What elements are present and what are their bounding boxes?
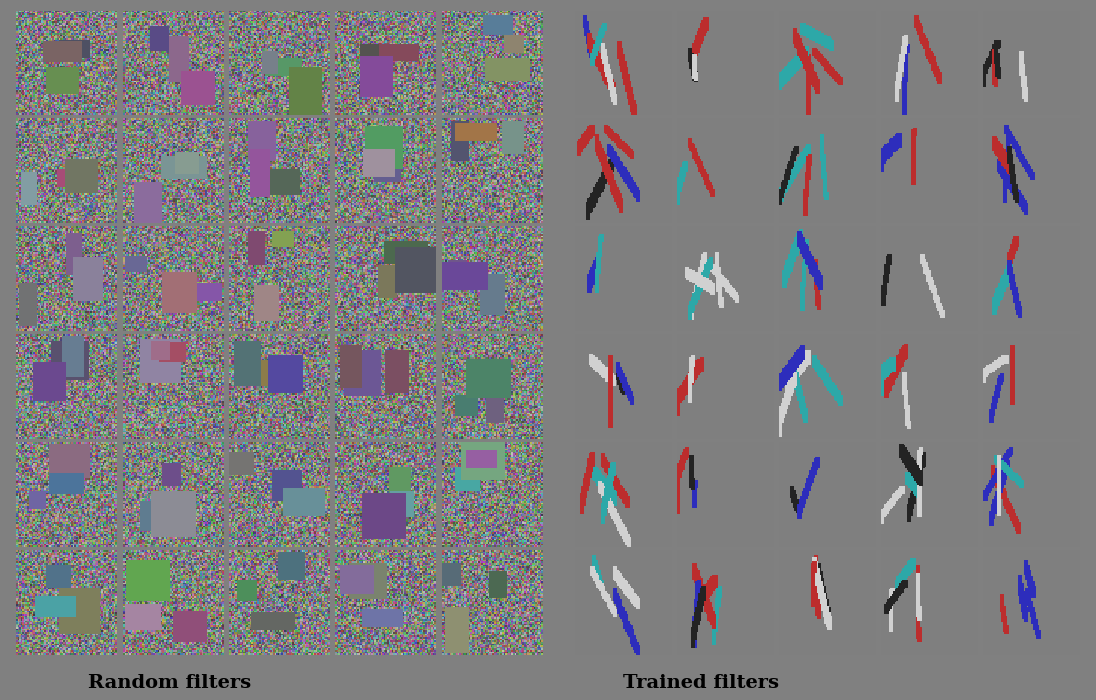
Text: Random filters: Random filters [89, 673, 251, 692]
Text: Trained filters: Trained filters [624, 673, 779, 692]
